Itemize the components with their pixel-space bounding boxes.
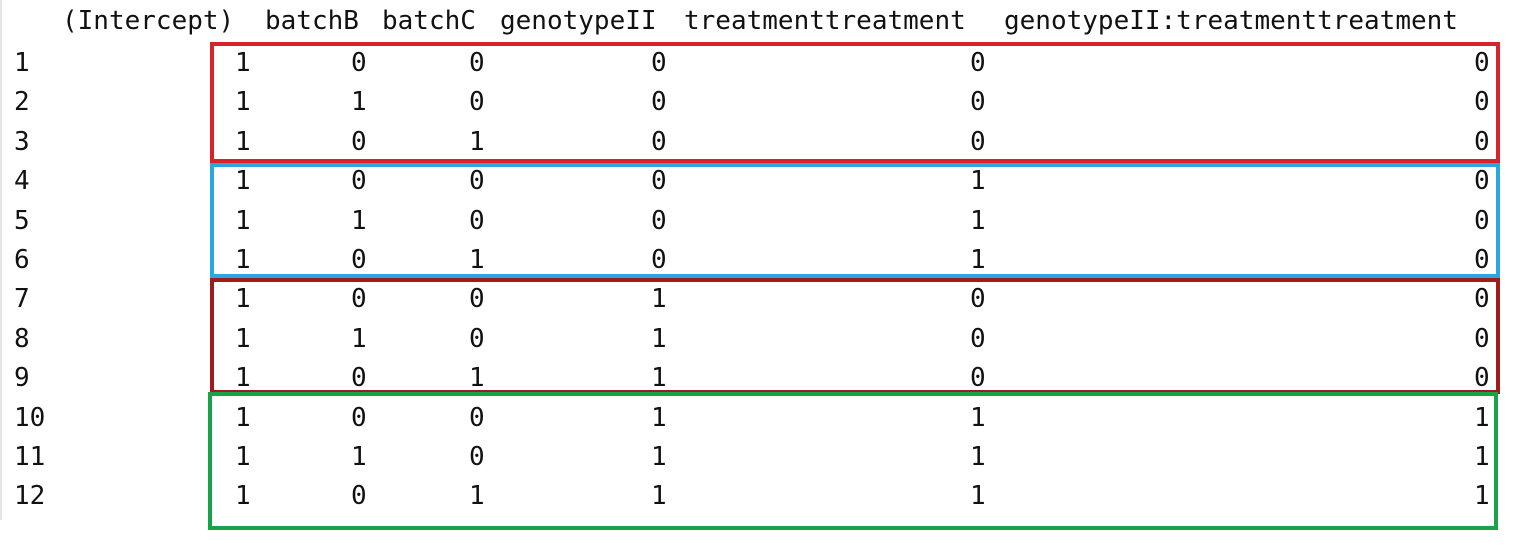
- matrix-cell: 0: [469, 206, 485, 236]
- matrix-cell: 0: [469, 403, 485, 433]
- matrix-cell: 1: [1474, 403, 1490, 433]
- matrix-cell: 0: [970, 284, 986, 314]
- header-batchB: batchB: [265, 6, 359, 36]
- matrix-cell: 1: [970, 442, 986, 472]
- matrix-cell: 0: [651, 87, 667, 117]
- group-box-red: [210, 42, 1500, 163]
- matrix-cell: 1: [235, 324, 251, 354]
- row-label: 8: [14, 324, 30, 354]
- matrix-cell: 1: [235, 403, 251, 433]
- matrix-cell: 0: [970, 363, 986, 393]
- matrix-cell: 0: [1474, 166, 1490, 196]
- matrix-cell: 1: [651, 442, 667, 472]
- matrix-cell: 0: [651, 166, 667, 196]
- matrix-cell: 1: [235, 87, 251, 117]
- row-label: 2: [14, 87, 30, 117]
- matrix-cell: 0: [970, 48, 986, 78]
- matrix-cell: 0: [970, 87, 986, 117]
- header-treatmenttreatment: treatmenttreatment: [684, 6, 966, 36]
- row-label: 6: [14, 245, 30, 275]
- matrix-cell: 0: [1474, 245, 1490, 275]
- group-box-blue: [210, 163, 1500, 278]
- matrix-cell: 1: [970, 481, 986, 511]
- matrix-cell: 0: [1474, 206, 1490, 236]
- matrix-cell: 1: [970, 206, 986, 236]
- matrix-cell: 0: [469, 166, 485, 196]
- matrix-cell: 1: [235, 206, 251, 236]
- header-intercept: (Intercept): [62, 6, 235, 36]
- matrix-cell: 1: [469, 363, 485, 393]
- row-label: 12: [14, 481, 46, 511]
- matrix-cell: 0: [970, 127, 986, 157]
- row-label: 11: [14, 442, 46, 472]
- matrix-cell: 1: [651, 481, 667, 511]
- matrix-cell: 0: [469, 324, 485, 354]
- matrix-cell: 1: [235, 48, 251, 78]
- matrix-cell: 1: [235, 284, 251, 314]
- group-box-green: [208, 392, 1498, 530]
- matrix-cell: 0: [651, 206, 667, 236]
- matrix-cell: 1: [1474, 481, 1490, 511]
- row-label: 4: [14, 166, 30, 196]
- row-label: 1: [14, 48, 30, 78]
- matrix-cell: 0: [1474, 363, 1490, 393]
- matrix-cell: 0: [469, 442, 485, 472]
- matrix-cell: 1: [651, 403, 667, 433]
- matrix-cell: 0: [351, 481, 367, 511]
- matrix-cell: 0: [651, 127, 667, 157]
- header-genotypeII: genotypeII: [500, 6, 657, 36]
- group-box-dark-red: [210, 278, 1500, 394]
- matrix-cell: 0: [351, 127, 367, 157]
- header-genotypeII-treatmenttreatment: genotypeII:treatmenttreatment: [1004, 6, 1458, 36]
- matrix-cell: 0: [351, 166, 367, 196]
- matrix-cell: 0: [469, 87, 485, 117]
- matrix-cell: 0: [651, 48, 667, 78]
- matrix-cell: 1: [235, 245, 251, 275]
- matrix-cell: 0: [970, 324, 986, 354]
- matrix-cell: 1: [651, 363, 667, 393]
- matrix-cell: 1: [235, 363, 251, 393]
- row-label: 3: [14, 127, 30, 157]
- matrix-cell: 1: [235, 442, 251, 472]
- row-label: 9: [14, 363, 30, 393]
- matrix-cell: 1: [970, 166, 986, 196]
- matrix-cell: 1: [235, 127, 251, 157]
- matrix-cell: 1: [469, 245, 485, 275]
- matrix-cell: 0: [351, 284, 367, 314]
- matrix-cell: 0: [1474, 324, 1490, 354]
- matrix-cell: 0: [351, 363, 367, 393]
- matrix-cell: 1: [970, 403, 986, 433]
- left-divider: [0, 0, 2, 520]
- row-label: 10: [14, 403, 46, 433]
- matrix-cell: 1: [651, 284, 667, 314]
- row-label: 5: [14, 206, 30, 236]
- matrix-cell: 0: [1474, 87, 1490, 117]
- matrix-cell: 0: [469, 284, 485, 314]
- matrix-cell: 0: [351, 48, 367, 78]
- header-batchC: batchC: [382, 6, 476, 36]
- matrix-cell: 1: [351, 324, 367, 354]
- matrix-header-row: (Intercept) batchB batchC genotypeII tre…: [62, 8, 1458, 40]
- matrix-cell: 0: [651, 245, 667, 275]
- matrix-cell: 1: [351, 442, 367, 472]
- matrix-cell: 0: [1474, 127, 1490, 157]
- matrix-cell: 0: [469, 48, 485, 78]
- matrix-cell: 0: [1474, 48, 1490, 78]
- matrix-cell: 1: [351, 87, 367, 117]
- matrix-cell: 1: [469, 481, 485, 511]
- matrix-cell: 1: [469, 127, 485, 157]
- matrix-cell: 1: [235, 166, 251, 196]
- matrix-cell: 0: [351, 403, 367, 433]
- matrix-cell: 1: [651, 324, 667, 354]
- matrix-cell: 1: [1474, 442, 1490, 472]
- matrix-cell: 1: [970, 245, 986, 275]
- matrix-cell: 0: [351, 245, 367, 275]
- matrix-cell: 1: [351, 206, 367, 236]
- matrix-cell: 1: [235, 481, 251, 511]
- matrix-cell: 0: [1474, 284, 1490, 314]
- row-label: 7: [14, 284, 30, 314]
